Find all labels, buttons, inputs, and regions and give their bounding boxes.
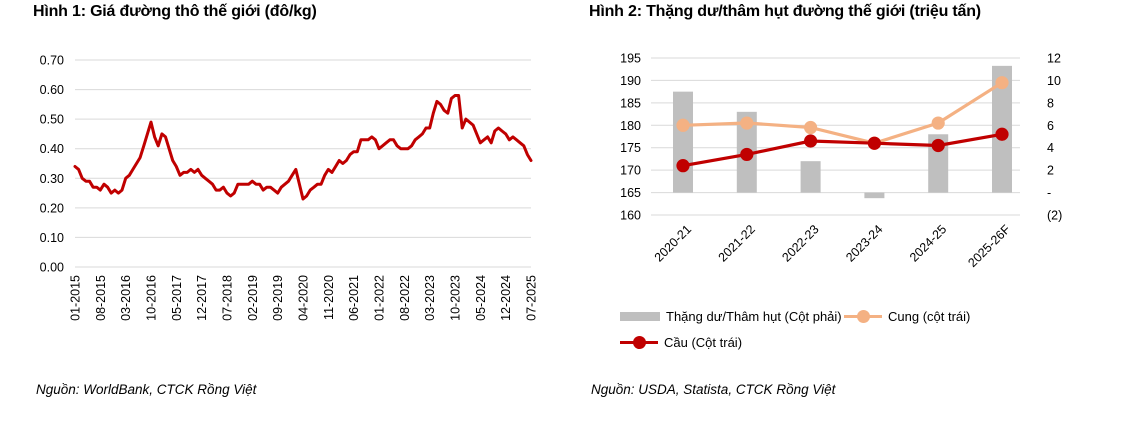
data-point bbox=[931, 116, 945, 130]
x-axis-tick: 03-2016 bbox=[119, 275, 133, 321]
data-point bbox=[804, 120, 818, 135]
y-axis-tick: 0.40 bbox=[40, 142, 64, 156]
right-axis-tick: 6 bbox=[1047, 119, 1054, 133]
x-axis-tick: 2023-24 bbox=[843, 222, 885, 264]
x-axis-tick: 12-2024 bbox=[499, 275, 513, 321]
left-axis-tick: 160 bbox=[620, 209, 641, 223]
x-axis-tick: 12-2017 bbox=[195, 275, 209, 321]
right-axis-tick: 8 bbox=[1047, 96, 1054, 110]
left-axis-tick: 180 bbox=[620, 119, 641, 133]
x-axis-tick: 02-2019 bbox=[246, 275, 260, 321]
legend-label-surplus: Thặng dư/Thâm hụt (Cột phải) bbox=[666, 308, 842, 324]
y-axis-tick: 0.50 bbox=[40, 113, 64, 127]
bar bbox=[864, 192, 885, 199]
legend-item-demand: Cầu (Cột trái) bbox=[620, 335, 742, 350]
data-point bbox=[676, 159, 690, 173]
left-axis-tick: 175 bbox=[620, 141, 641, 155]
legend-label-demand: Cầu (Cột trái) bbox=[664, 334, 743, 350]
x-axis-tick: 04-2020 bbox=[297, 275, 311, 321]
y-axis-tick: 0.00 bbox=[40, 261, 64, 275]
data-point bbox=[676, 118, 690, 132]
left-axis-tick: 185 bbox=[620, 96, 641, 110]
x-axis-tick: 05-2024 bbox=[474, 275, 488, 321]
x-axis-tick: 03-2023 bbox=[423, 275, 437, 321]
left-axis-tick: 170 bbox=[620, 164, 641, 178]
bar bbox=[800, 161, 821, 193]
x-axis-tick: 05-2017 bbox=[170, 275, 184, 321]
fig2-legend: Thặng dư/Thâm hụt (Cột phải) Cung (cột t… bbox=[620, 303, 1080, 355]
left-axis-tick: 195 bbox=[620, 52, 641, 66]
x-axis-tick: 01-2022 bbox=[373, 275, 387, 321]
x-axis-tick: 2021-22 bbox=[716, 222, 758, 264]
y-axis-tick: 0.30 bbox=[40, 172, 64, 186]
x-axis-tick: 08-2022 bbox=[398, 275, 412, 321]
x-axis-tick: 2020-21 bbox=[652, 222, 694, 264]
x-axis-tick: 2022-23 bbox=[779, 222, 821, 264]
y-axis-tick: 0.70 bbox=[40, 54, 64, 68]
surplus-bar-swatch-icon bbox=[620, 311, 660, 321]
x-axis-tick: 07-2025 bbox=[525, 275, 539, 321]
data-point bbox=[995, 127, 1009, 141]
legend-item-supply: Cung (cột trái) bbox=[844, 309, 970, 324]
supply-demand-combo-chart: 195 12 190 10 185 8 180 6 175 4 170 2 165 - 160 (2) 2020… bbox=[620, 52, 1062, 270]
figure2-title: Hình 2: Thặng dư/thâm hụt đường thế giới… bbox=[589, 3, 981, 20]
y-axis-tick: 0.60 bbox=[40, 83, 64, 97]
grid-lines bbox=[651, 57, 1020, 216]
y-axis-tick: 0.10 bbox=[40, 231, 64, 245]
left-axis-tick: 165 bbox=[620, 186, 641, 200]
data-point bbox=[931, 138, 945, 153]
left-axis-tick: 190 bbox=[620, 74, 641, 88]
x-axis-tick: 11-2020 bbox=[322, 275, 336, 320]
x-axis-tick: 10-2023 bbox=[449, 275, 463, 321]
data-point bbox=[740, 147, 754, 162]
surplus-deficit-bars bbox=[673, 65, 1012, 199]
legend-label-supply: Cung (cột trái) bbox=[888, 308, 971, 324]
legend-row-2: Cầu (Cột trái) bbox=[620, 329, 1080, 355]
legend-item-surplus-deficit: Thặng dư/Thâm hụt (Cột phải) bbox=[620, 309, 844, 324]
right-axis-tick: 12 bbox=[1047, 52, 1061, 66]
x-axis-tick: 08-2015 bbox=[94, 275, 108, 321]
x-axis-tick: 06-2021 bbox=[347, 275, 361, 321]
data-point bbox=[867, 136, 881, 150]
y-axis-tick: 0.20 bbox=[40, 201, 64, 215]
demand-line-swatch-icon bbox=[620, 335, 658, 349]
figure1-title: Hình 1: Giá đường thô thế giới (đô/kg) bbox=[33, 3, 317, 20]
grid-lines bbox=[75, 59, 531, 268]
legend-row-1: Thặng dư/Thâm hụt (Cột phải) Cung (cột t… bbox=[620, 303, 1080, 329]
right-axis-tick: (2) bbox=[1047, 209, 1062, 223]
figure1-source: Nguồn: WorldBank, CTCK Rồng Việt bbox=[36, 382, 257, 397]
x-axis-tick: 10-2016 bbox=[145, 275, 159, 321]
right-axis-tick: 4 bbox=[1047, 141, 1054, 155]
sugar-price-line-chart: 0.70 0.60 0.50 0.40 0.30 0.20 0.10 0.00 01-2015 0… bbox=[40, 54, 539, 321]
x-axis-tick: 2024-25 bbox=[907, 222, 949, 264]
right-axis-tick: 10 bbox=[1047, 74, 1061, 88]
x-axis-tick: 01-2015 bbox=[69, 275, 83, 321]
right-axis-tick: - bbox=[1047, 186, 1051, 200]
x-axis-tick: 2025-26F bbox=[965, 222, 1013, 270]
supply-line-swatch-icon bbox=[844, 309, 882, 323]
data-point bbox=[995, 76, 1009, 90]
x-axis-tick: 09-2019 bbox=[271, 275, 285, 321]
supply-line bbox=[676, 76, 1009, 150]
figure2-source: Nguồn: USDA, Statista, CTCK Rồng Việt bbox=[591, 382, 836, 397]
bar bbox=[673, 91, 693, 193]
x-axis-tick: 07-2018 bbox=[221, 275, 235, 321]
data-point bbox=[804, 134, 818, 148]
demand-line bbox=[676, 127, 1009, 173]
sugar-price-line bbox=[73, 94, 533, 201]
right-axis-tick: 2 bbox=[1047, 164, 1054, 178]
data-point bbox=[740, 116, 754, 130]
